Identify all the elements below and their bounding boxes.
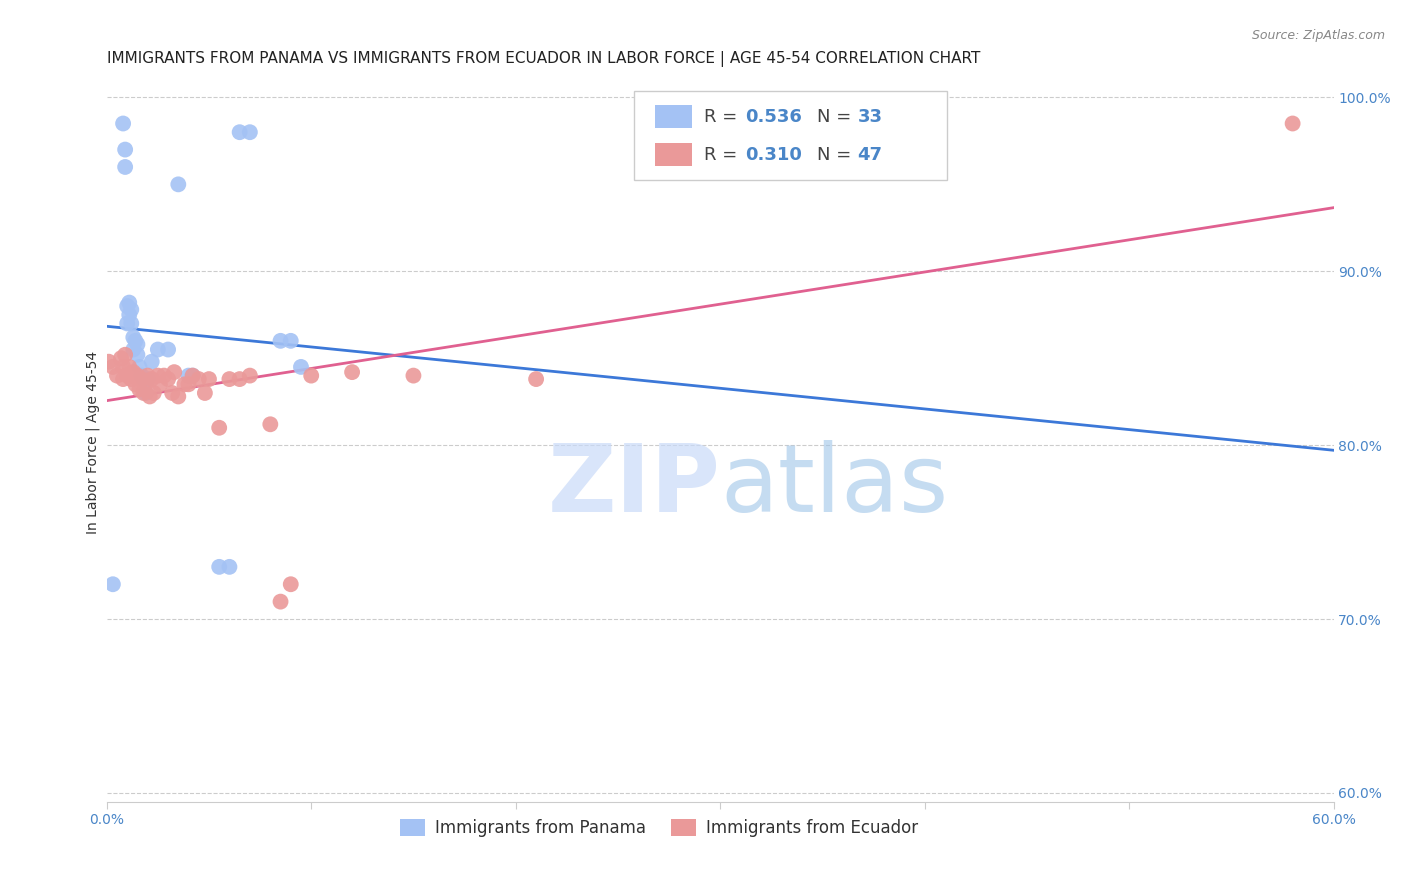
Text: 0.310: 0.310 bbox=[745, 145, 801, 163]
Point bbox=[114, 143, 136, 157]
Point bbox=[101, 359, 124, 374]
Point bbox=[132, 372, 155, 386]
Point bbox=[105, 368, 128, 383]
Point bbox=[127, 337, 149, 351]
Point bbox=[131, 372, 153, 386]
Point bbox=[115, 368, 138, 383]
Point bbox=[112, 359, 135, 374]
Point bbox=[122, 365, 145, 379]
FancyBboxPatch shape bbox=[655, 105, 692, 128]
Point bbox=[167, 389, 190, 403]
Point bbox=[194, 386, 217, 401]
Point bbox=[136, 368, 159, 383]
Point bbox=[228, 372, 250, 386]
Text: IMMIGRANTS FROM PANAMA VS IMMIGRANTS FROM ECUADOR IN LABOR FORCE | AGE 45-54 COR: IMMIGRANTS FROM PANAMA VS IMMIGRANTS FRO… bbox=[107, 51, 980, 67]
Text: ZIP: ZIP bbox=[547, 440, 720, 532]
Point bbox=[160, 386, 183, 401]
Point bbox=[122, 368, 145, 383]
Point bbox=[218, 372, 240, 386]
Text: 0.536: 0.536 bbox=[745, 108, 801, 126]
Text: atlas: atlas bbox=[720, 440, 949, 532]
Point bbox=[101, 577, 124, 591]
Point bbox=[198, 372, 221, 386]
Text: R =: R = bbox=[704, 108, 744, 126]
Point bbox=[118, 308, 141, 322]
Point bbox=[177, 377, 200, 392]
Point bbox=[128, 383, 150, 397]
Point bbox=[177, 368, 200, 383]
Point bbox=[218, 559, 240, 574]
Point bbox=[167, 178, 190, 192]
Point bbox=[146, 368, 169, 383]
Point bbox=[120, 317, 142, 331]
Point bbox=[340, 365, 363, 379]
Text: Source: ZipAtlas.com: Source: ZipAtlas.com bbox=[1251, 29, 1385, 42]
Point bbox=[290, 359, 312, 374]
Point bbox=[142, 386, 165, 401]
Point bbox=[118, 295, 141, 310]
Point bbox=[228, 125, 250, 139]
Point bbox=[124, 334, 146, 348]
Point bbox=[208, 559, 231, 574]
Point bbox=[208, 421, 231, 435]
Text: 47: 47 bbox=[858, 145, 883, 163]
Point bbox=[402, 368, 425, 383]
Point bbox=[132, 386, 155, 401]
Point bbox=[157, 372, 180, 386]
Point bbox=[112, 372, 135, 386]
Point bbox=[131, 368, 153, 383]
Point bbox=[141, 372, 163, 386]
Point bbox=[136, 372, 159, 386]
Point bbox=[239, 125, 262, 139]
Point bbox=[141, 354, 163, 368]
Text: R =: R = bbox=[704, 145, 744, 163]
FancyBboxPatch shape bbox=[655, 143, 692, 166]
Point bbox=[127, 348, 149, 362]
Point bbox=[146, 343, 169, 357]
Point bbox=[187, 372, 209, 386]
Point bbox=[118, 359, 141, 374]
Point bbox=[153, 368, 176, 383]
Point bbox=[135, 386, 157, 401]
Point bbox=[259, 417, 281, 432]
Point bbox=[120, 372, 142, 386]
Point bbox=[1281, 116, 1303, 130]
Point bbox=[299, 368, 322, 383]
Point bbox=[115, 299, 138, 313]
Point bbox=[114, 348, 136, 362]
Text: 33: 33 bbox=[858, 108, 883, 126]
Point bbox=[138, 389, 160, 403]
Point bbox=[173, 377, 195, 392]
Point bbox=[524, 372, 547, 386]
Point bbox=[135, 377, 157, 392]
Point bbox=[280, 577, 302, 591]
Point bbox=[270, 334, 292, 348]
Point bbox=[112, 116, 135, 130]
Point bbox=[270, 594, 292, 608]
Text: N =: N = bbox=[817, 108, 858, 126]
Point bbox=[181, 368, 204, 383]
Point bbox=[110, 351, 132, 366]
Point bbox=[280, 334, 302, 348]
Y-axis label: In Labor Force | Age 45-54: In Labor Force | Age 45-54 bbox=[86, 351, 100, 534]
Text: N =: N = bbox=[817, 145, 858, 163]
Point bbox=[122, 343, 145, 357]
Point bbox=[181, 368, 204, 383]
Point bbox=[239, 368, 262, 383]
Point bbox=[128, 359, 150, 374]
Point bbox=[149, 377, 172, 392]
Point bbox=[115, 317, 138, 331]
Point bbox=[157, 343, 180, 357]
Point bbox=[97, 354, 120, 368]
Point bbox=[120, 302, 142, 317]
Point bbox=[163, 365, 186, 379]
Point bbox=[114, 160, 136, 174]
Point bbox=[124, 377, 146, 392]
Point bbox=[127, 368, 149, 383]
FancyBboxPatch shape bbox=[634, 91, 948, 180]
Legend: Immigrants from Panama, Immigrants from Ecuador: Immigrants from Panama, Immigrants from … bbox=[394, 812, 925, 844]
Point bbox=[122, 330, 145, 344]
